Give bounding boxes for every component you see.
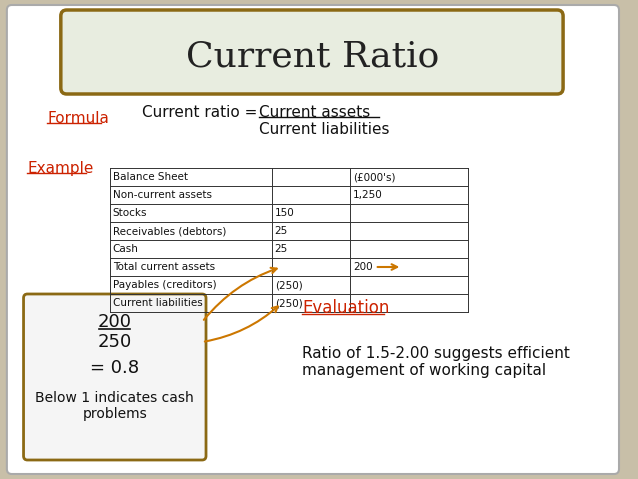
Text: 200: 200 bbox=[98, 313, 132, 331]
Text: Current Ratio: Current Ratio bbox=[186, 39, 440, 73]
Text: Example: Example bbox=[27, 160, 94, 175]
Text: (250): (250) bbox=[275, 280, 302, 290]
Text: (250): (250) bbox=[275, 298, 302, 308]
Text: 1,250: 1,250 bbox=[353, 190, 383, 200]
Text: 25: 25 bbox=[275, 244, 288, 254]
FancyBboxPatch shape bbox=[61, 10, 563, 94]
Text: 200: 200 bbox=[353, 262, 373, 272]
Text: Evaluation: Evaluation bbox=[302, 299, 390, 317]
Text: Current ratio =: Current ratio = bbox=[142, 104, 262, 119]
Text: 250: 250 bbox=[98, 333, 132, 351]
FancyBboxPatch shape bbox=[24, 294, 206, 460]
Text: Current liabilities: Current liabilities bbox=[113, 298, 202, 308]
Text: Current liabilities: Current liabilities bbox=[259, 123, 389, 137]
Text: 150: 150 bbox=[275, 208, 294, 218]
Text: Balance Sheet: Balance Sheet bbox=[113, 172, 188, 182]
Text: Below 1 indicates cash
problems: Below 1 indicates cash problems bbox=[35, 391, 194, 421]
Text: Payables (creditors): Payables (creditors) bbox=[113, 280, 216, 290]
Text: Total current assets: Total current assets bbox=[113, 262, 215, 272]
Text: Non-current assets: Non-current assets bbox=[113, 190, 212, 200]
Text: = 0.8: = 0.8 bbox=[90, 359, 139, 377]
Text: (£000's): (£000's) bbox=[353, 172, 396, 182]
Text: 25: 25 bbox=[275, 226, 288, 236]
Text: Receivables (debtors): Receivables (debtors) bbox=[113, 226, 226, 236]
Text: Cash: Cash bbox=[113, 244, 138, 254]
FancyBboxPatch shape bbox=[7, 5, 619, 474]
Text: Current assets: Current assets bbox=[259, 104, 370, 119]
Text: Formula: Formula bbox=[47, 111, 109, 125]
Text: Ratio of 1.5-2.00 suggests efficient
management of working capital: Ratio of 1.5-2.00 suggests efficient man… bbox=[302, 346, 570, 378]
Text: Stocks: Stocks bbox=[113, 208, 147, 218]
